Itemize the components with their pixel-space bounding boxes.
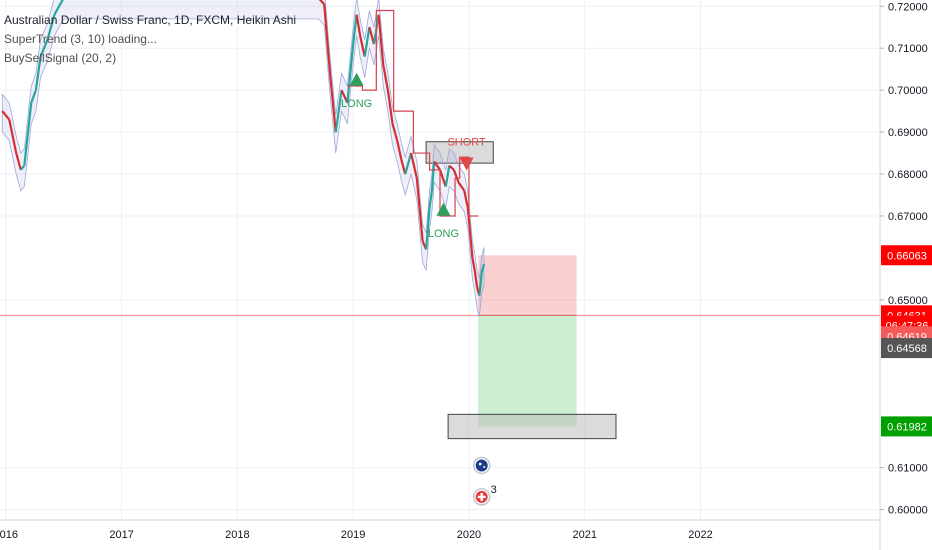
- price-segment: [1, 110, 11, 121]
- price-segment: [359, 35, 366, 57]
- price-segment: [368, 26, 376, 45]
- x-tick-label: 2019: [341, 529, 365, 541]
- price-tag-label: 0.61982: [887, 421, 927, 433]
- price-segment: [377, 14, 385, 66]
- x-tick-label: 2018: [225, 529, 249, 541]
- signal-up-arrow: [349, 72, 364, 86]
- chart-legend: Australian Dollar / Swiss Franc, 1D, FXC…: [4, 11, 296, 68]
- grid-lines: [0, 0, 880, 520]
- price-segment: [340, 89, 349, 104]
- price-segment: [323, 4, 332, 74]
- supertrend-path: [347, 9, 479, 217]
- x-tick-label: 2016: [0, 529, 18, 541]
- y-tick-label: 0.71000: [888, 43, 928, 55]
- indicator-supertrend[interactable]: SuperTrend (3, 10) loading...: [4, 32, 157, 46]
- indicator-buysellsignal[interactable]: BuySellSignal (20, 2): [4, 51, 117, 65]
- signal-markers: LONG LONG SHORT: [341, 72, 486, 240]
- price-segment: [346, 43, 355, 103]
- price-segment: [428, 190, 433, 208]
- price-segment: [15, 152, 22, 171]
- price-segment: [30, 89, 37, 104]
- flag-aud-icon: [475, 459, 488, 472]
- price-segment: [19, 164, 26, 171]
- y-tick-label: 0.69000: [888, 127, 928, 139]
- price-axis[interactable]: 0.72000 0.71000 0.70000 0.69000 0.68000 0.670…: [879, 0, 932, 550]
- event-count: 3: [491, 484, 497, 496]
- price-segment: [430, 161, 436, 191]
- price-segment: [438, 169, 447, 187]
- signal-down-arrow: [459, 157, 474, 171]
- price-tag-label: 0.64568: [887, 343, 927, 355]
- event-markers[interactable]: 3: [472, 456, 497, 506]
- price-segment: [46, 14, 56, 41]
- price-tag-label: 0.66063: [887, 250, 927, 262]
- supertrend-line: [347, 9, 479, 217]
- symbol-title[interactable]: Australian Dollar / Swiss Franc, 1D, FXC…: [4, 13, 297, 27]
- price-segment: [53, 0, 64, 16]
- price-segment: [448, 164, 455, 171]
- price-segment: [433, 160, 441, 171]
- price-segment: [409, 152, 418, 179]
- price-segment: [363, 27, 371, 57]
- signal-label-1: LONG: [428, 228, 459, 240]
- price-segment: [382, 64, 389, 91]
- price-segment: [457, 181, 466, 192]
- y-tick-label: 0.72000: [888, 1, 928, 13]
- price-segment: [391, 123, 399, 141]
- price-segment: [34, 56, 42, 91]
- price-segment: [473, 270, 479, 288]
- price-segment: [8, 119, 18, 154]
- y-tick-label: 0.65000: [888, 295, 928, 307]
- price-segment: [444, 165, 451, 187]
- flag-star: [483, 465, 486, 468]
- price-axis-bg: [880, 0, 932, 550]
- price-tag-0: [881, 245, 932, 266]
- price-segment: [471, 257, 476, 271]
- flag-star: [478, 462, 482, 466]
- price-tags: 0.660630.6463106:47:360.646190.645680.61…: [881, 245, 932, 437]
- price-series: [1, 0, 486, 317]
- price-segment: [463, 190, 469, 208]
- price-segment: [352, 14, 358, 45]
- signal-label-0: LONG: [341, 98, 372, 110]
- signal-up-arrow: [436, 202, 451, 216]
- price-segment: [318, 0, 326, 5]
- flag-cross-h: [477, 495, 486, 499]
- signal-label-2: SHORT: [447, 136, 486, 148]
- price-segment: [404, 152, 413, 175]
- price-segment: [328, 73, 337, 133]
- position-zones: [0, 141, 880, 440]
- price-segment: [334, 90, 343, 133]
- price-segment: [400, 161, 407, 175]
- time-axis[interactable]: 2016 2017 2018 2019 2020 2021 2022: [0, 519, 880, 541]
- x-tick-label: 2021: [572, 529, 596, 541]
- x-tick-label: 2022: [688, 529, 712, 541]
- zone-box-1: [447, 413, 617, 440]
- price-segment: [452, 169, 460, 183]
- price-segment: [478, 272, 483, 296]
- price-segment: [415, 178, 424, 242]
- price-segment: [355, 14, 362, 36]
- price-tag-5: [881, 416, 932, 437]
- price-segment: [425, 207, 431, 250]
- price-tag-4: [881, 338, 932, 359]
- x-tick-label: 2017: [109, 529, 133, 541]
- y-tick-label: 0.60000: [888, 505, 928, 517]
- y-tick-label: 0.68000: [888, 169, 928, 181]
- price-segment: [480, 263, 486, 273]
- price-segment: [386, 90, 394, 124]
- y-tick-label: 0.70000: [888, 85, 928, 97]
- take-profit-zone: [478, 315, 577, 427]
- price-segment: [23, 102, 33, 166]
- stop-loss-zone: [478, 255, 577, 316]
- y-tick-label: 0.67000: [888, 211, 928, 223]
- y-tick-label: 0.61000: [888, 463, 928, 475]
- x-tick-label: 2020: [457, 529, 481, 541]
- price-segment: [396, 140, 403, 162]
- price-segment: [39, 39, 49, 58]
